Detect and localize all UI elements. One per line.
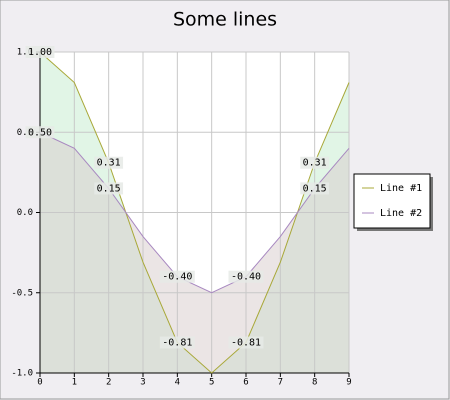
value-label-bg — [228, 336, 264, 349]
x-tick-label: 9 — [346, 378, 351, 388]
value-label-bg — [300, 156, 330, 169]
legend-label: Line #1 — [380, 183, 422, 194]
line — [39, 131, 350, 294]
legend-label: Line #2 — [380, 208, 422, 219]
value-label: -0.40 — [162, 272, 192, 283]
value-label-bg — [25, 126, 55, 139]
y-tick-label: -1.0 — [11, 369, 33, 379]
y-tick-label: 0.0 — [17, 208, 33, 218]
x-tick-label: 4 — [175, 378, 180, 388]
chart-title: Some lines — [173, 9, 277, 31]
value-label: -0.40 — [231, 272, 261, 283]
value-label-bg — [300, 182, 330, 195]
value-label-bg — [94, 182, 124, 195]
value-label-bg — [159, 336, 195, 349]
x-tick-label: 2 — [106, 378, 111, 388]
x-tick-label: 0 — [37, 378, 42, 388]
value-label: -0.81 — [231, 338, 261, 349]
value-label: -0.81 — [162, 338, 192, 349]
x-tick-label: 8 — [312, 378, 317, 388]
x-tick-label: 7 — [278, 378, 283, 388]
value-label-bg — [159, 270, 195, 283]
value-label: 0.31 — [97, 158, 121, 169]
value-label-bg — [94, 156, 124, 169]
x-tick-label: 1 — [72, 378, 77, 388]
value-label: 0.50 — [28, 127, 52, 138]
value-label-bg — [25, 46, 55, 58]
area — [40, 132, 349, 373]
y-tick-label: -0.5 — [11, 288, 33, 298]
x-tick-label: 5 — [209, 378, 214, 388]
y-tick-label: 1.0 — [17, 48, 33, 58]
value-label-bg — [228, 270, 264, 283]
x-tick-label: 3 — [140, 378, 145, 388]
value-label: 1.00 — [28, 47, 52, 58]
value-label: 0.15 — [97, 183, 121, 194]
value-label: 0.31 — [303, 158, 327, 169]
y-tick-label: 0.5 — [17, 128, 33, 138]
x-tick-label: 6 — [243, 378, 248, 388]
value-label: 0.15 — [303, 183, 327, 194]
legend — [353, 173, 431, 229]
